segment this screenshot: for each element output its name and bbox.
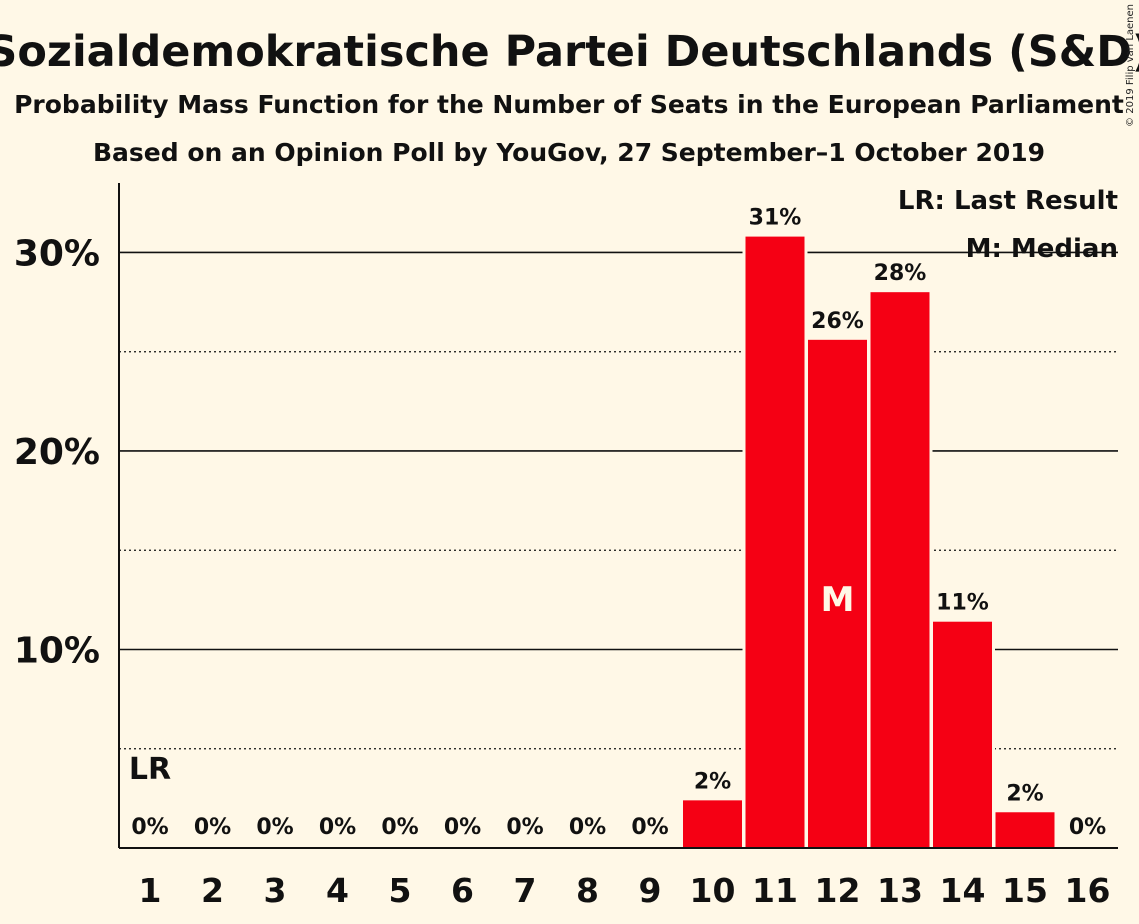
data-label: 0% — [506, 815, 543, 840]
x-axis: 1 2 3 4 5 6 7 8 9 10 11 12 13 14 15 16 — [119, 847, 1118, 910]
data-label: 0% — [569, 815, 606, 840]
x-tick-label: 8 — [576, 871, 599, 910]
x-tick-label: 11 — [752, 871, 798, 910]
bar — [683, 800, 742, 848]
legend-entry: LR: Last Result — [898, 186, 1118, 216]
x-tick-label: 2 — [201, 871, 224, 910]
data-label: 0% — [444, 815, 481, 840]
bar — [870, 292, 930, 849]
legend: LR: Last Result M: Median — [898, 186, 1118, 264]
y-axis: 10% 20% 30% — [14, 183, 120, 848]
bar — [808, 339, 867, 848]
data-label: 0% — [194, 815, 231, 840]
x-tick-label: 6 — [451, 871, 474, 910]
x-tick-label: 10 — [690, 871, 736, 910]
data-label: 0% — [381, 815, 418, 840]
x-tick-label: 5 — [389, 871, 412, 910]
x-tick-label: 7 — [514, 871, 537, 910]
x-tick-label: 15 — [1002, 871, 1048, 910]
gridlines — [119, 251, 1118, 750]
data-label: 0% — [319, 815, 356, 840]
data-label: 2% — [1006, 781, 1043, 806]
x-tick-label: 14 — [940, 871, 986, 910]
bar — [933, 621, 992, 848]
last-result-marker: LR — [129, 752, 171, 787]
bar — [995, 812, 1055, 848]
x-tick-label: 13 — [877, 871, 923, 910]
y-tick-label: 10% — [14, 630, 100, 671]
x-tick-label: 1 — [139, 871, 162, 910]
legend-entry: M: Median — [966, 234, 1118, 264]
data-label: 0% — [631, 815, 668, 840]
data-label: 28% — [874, 261, 927, 286]
data-label: 2% — [694, 769, 731, 794]
x-tick-label: 9 — [639, 871, 662, 910]
data-label: 11% — [936, 591, 989, 616]
data-label: 0% — [131, 815, 168, 840]
y-tick-label: 20% — [14, 432, 100, 473]
data-labels: 0% 0% 0% 0% 0% 0% 0% 0% 0% 2% 31% 26% 28% 11% 2% 0% M LR — [129, 206, 1106, 840]
x-tick-label: 3 — [264, 871, 287, 910]
y-tick-label: 30% — [14, 233, 100, 274]
copyright-notice: © 2019 Filip van Laenen — [1125, 4, 1136, 127]
data-label: 26% — [811, 309, 864, 334]
bars — [680, 233, 1058, 849]
chart-subtitle: Probability Mass Function for the Number… — [14, 90, 1124, 119]
x-tick-label: 16 — [1065, 871, 1111, 910]
x-tick-label: 12 — [815, 871, 861, 910]
data-label: 0% — [1069, 815, 1106, 840]
data-label: 31% — [749, 206, 802, 231]
chart-subtitle-2: Based on an Opinion Poll by YouGov, 27 S… — [93, 138, 1045, 167]
bar — [745, 236, 805, 848]
x-tick-label: 4 — [326, 871, 349, 910]
median-marker: M — [821, 580, 855, 620]
data-label: 0% — [256, 815, 293, 840]
chart-title: Sozialdemokratische Partei Deutschlands … — [0, 27, 1139, 77]
